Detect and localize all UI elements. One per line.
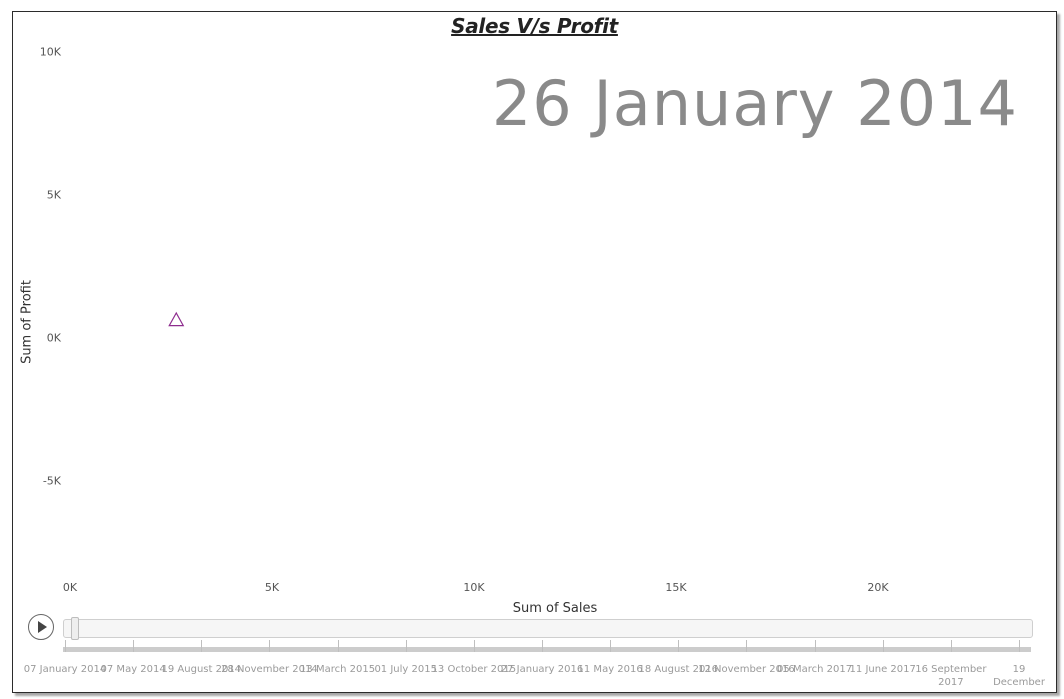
play-icon: [38, 621, 47, 633]
y-tick-label: 10K: [39, 45, 61, 59]
timeline-date-label-line: 13 March 2015: [300, 664, 376, 675]
timeline-tick: [882, 640, 884, 652]
x-tick-label: 15K: [665, 581, 687, 594]
timeline-date-label-line: 12 November 2016: [698, 664, 795, 675]
x-tick-label: 10K: [463, 581, 485, 594]
timeline-tick: [269, 640, 271, 652]
timeline-tick: [746, 640, 748, 652]
timeline-date-label-line: 16 September: [915, 664, 987, 675]
scatter-point[interactable]: [168, 311, 185, 327]
timeline-tick: [405, 640, 407, 652]
timeline-tick: [133, 640, 135, 652]
timeline-date-label-line: 19: [1012, 664, 1026, 675]
x-tick-label: 20K: [867, 581, 889, 594]
timeline-date-label-line: 28 November 2014: [221, 664, 318, 675]
timeline-tick: [950, 640, 952, 652]
scatter-plot-area: [168, 311, 185, 327]
timeline-tick: [473, 640, 475, 652]
x-tick-label: 5K: [264, 581, 280, 594]
timeline-tick: [1019, 640, 1020, 652]
timeline-date-label-line: 19 August 2014: [161, 664, 242, 675]
timeline-date-label[interactable]: 01 July 2015: [374, 663, 437, 676]
timeline-date-label-line: 18 August 2016: [638, 664, 719, 675]
timeline-tick: [542, 640, 543, 652]
timeline-date-label-line: 2017: [938, 677, 964, 688]
timeline-date-label[interactable]: 16 September 2017: [915, 663, 986, 689]
timeline-date-label-line: 11 June 2017: [849, 664, 916, 675]
timeline-tick: [65, 640, 66, 652]
timeline-axis: [63, 647, 1031, 652]
timeline-date-label[interactable]: 07 May 2014: [101, 663, 166, 676]
timeline-date-label-line: 07 May 2014: [100, 664, 166, 675]
timeline-tick: [814, 640, 816, 652]
timeline-date-label[interactable]: 11 May 2016: [578, 663, 643, 676]
timeline-date-label-line: 05 March 2017: [777, 664, 853, 675]
timeline-date-label-line: 27 January 2016: [500, 664, 584, 675]
timeline-slider-thumb[interactable]: [71, 617, 79, 640]
timeline-date-label[interactable]: 19 August 2014: [162, 663, 242, 676]
timeline-date-label[interactable]: 19 December: [993, 663, 1045, 689]
timeline-date-label-line: 11 May 2016: [577, 664, 643, 675]
chart-visual: Sales V/s Profit 26 January 2014 Sum of …: [12, 11, 1057, 693]
y-tick-label: 5K: [46, 188, 61, 202]
chart-title: Sales V/s Profit: [451, 14, 618, 38]
current-frame-date: 26 January 2014: [491, 67, 1018, 140]
x-axis-label: Sum of Sales: [512, 601, 598, 616]
timeline-tick: [610, 640, 612, 652]
timeline-slider-track[interactable]: [63, 619, 1033, 638]
y-tick-label: 0K: [46, 331, 61, 345]
timeline-date-label-line: 01 July 2015: [374, 664, 437, 675]
timeline-date-label[interactable]: 12 November 2016: [698, 663, 795, 676]
timeline-date-label[interactable]: 27 January 2016: [501, 663, 583, 676]
timeline-date-label[interactable]: 28 November 2014: [221, 663, 318, 676]
timeline-date-label[interactable]: 13 March 2015: [300, 663, 375, 676]
timeline-date-label-line: December: [993, 677, 1045, 688]
timeline-tick: [337, 640, 339, 652]
timeline-date-label[interactable]: 05 March 2017: [777, 663, 852, 676]
timeline-date-label[interactable]: 18 August 2016: [639, 663, 719, 676]
timeline-date-label[interactable]: 13 October 2015: [432, 663, 517, 676]
x-tick-label: 0K: [62, 581, 78, 594]
timeline-date-label[interactable]: 11 June 2017: [850, 663, 916, 676]
timeline-tick: [678, 640, 680, 652]
timeline-date-label[interactable]: 07 January 2014: [24, 663, 106, 676]
timeline-date-label-line: 13 October 2015: [431, 664, 517, 675]
play-button[interactable]: [28, 614, 54, 640]
y-tick-label: -5K: [42, 474, 61, 488]
timeline-date-label-line: 07 January 2014: [23, 664, 107, 675]
timeline-tick: [201, 640, 203, 652]
